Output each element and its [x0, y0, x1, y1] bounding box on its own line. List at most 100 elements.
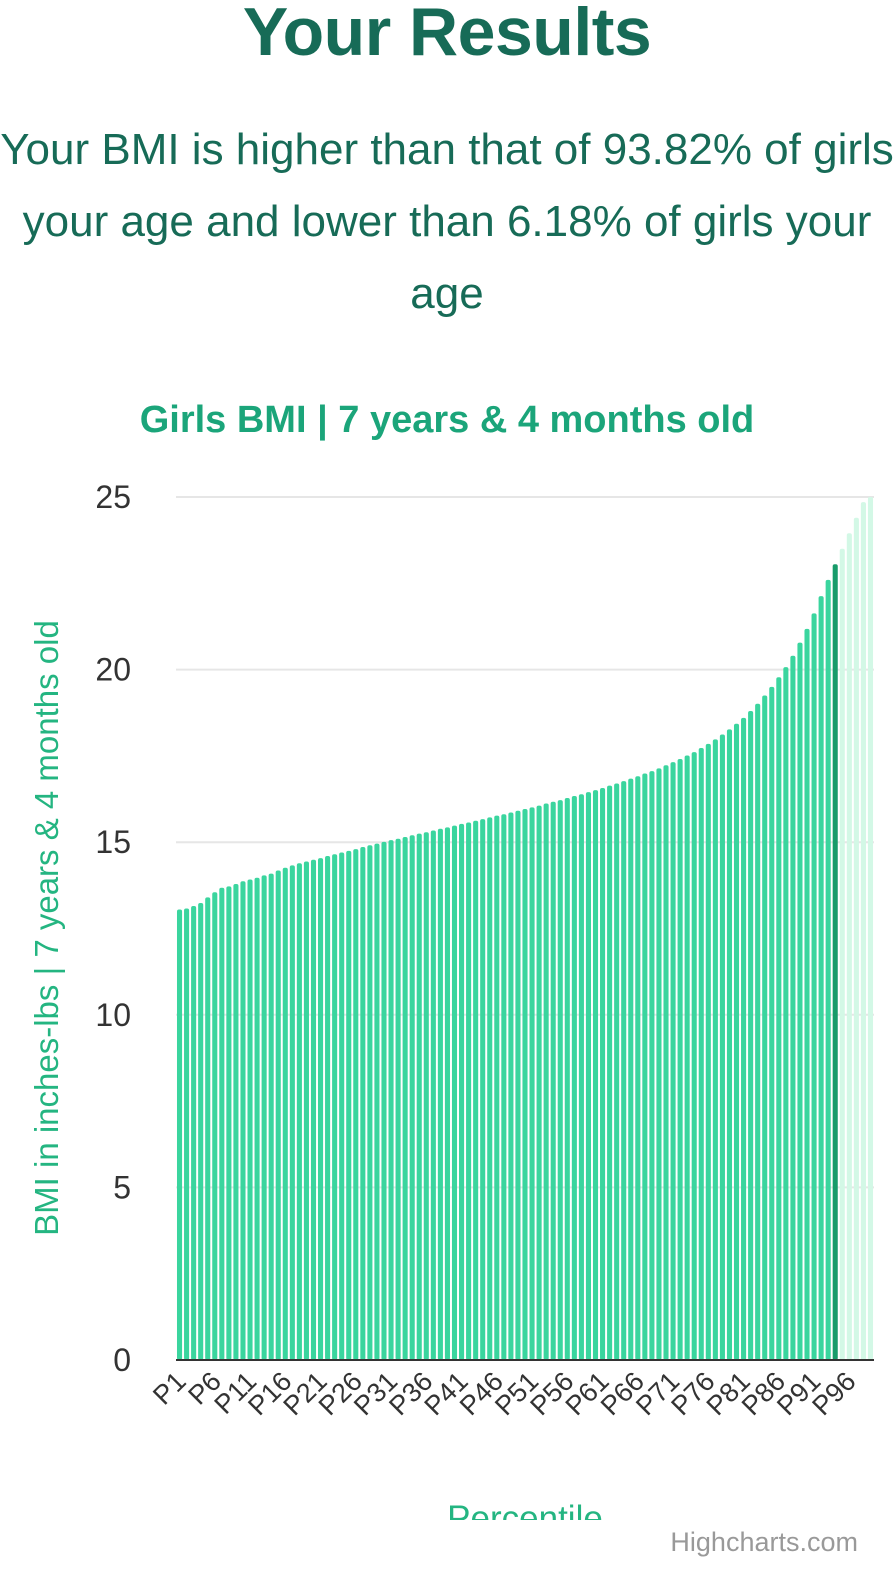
bar-p26[interactable]: [353, 849, 359, 1360]
bar-p41[interactable]: [459, 823, 465, 1360]
bar-p11[interactable]: [247, 879, 253, 1360]
bar-p89[interactable]: [797, 642, 803, 1360]
bar-p73[interactable]: [684, 755, 690, 1360]
bar-p19[interactable]: [303, 861, 309, 1360]
bar-p38[interactable]: [437, 828, 443, 1360]
bar-p71[interactable]: [670, 762, 676, 1360]
bar-p70[interactable]: [663, 765, 669, 1360]
bar-p93[interactable]: [825, 579, 831, 1360]
bar-p31[interactable]: [388, 840, 394, 1360]
bar-p55[interactable]: [557, 800, 563, 1360]
highcharts-credit-link[interactable]: Highcharts.com: [670, 1527, 858, 1557]
bar-p90[interactable]: [804, 628, 810, 1360]
bar-p9[interactable]: [233, 883, 239, 1360]
bar-p52[interactable]: [536, 805, 542, 1360]
bar-p65[interactable]: [628, 778, 634, 1360]
bar-p42[interactable]: [466, 822, 472, 1360]
bar-p91[interactable]: [811, 613, 817, 1360]
bar-p33[interactable]: [402, 837, 408, 1360]
bar-p22[interactable]: [325, 856, 331, 1360]
bar-p20[interactable]: [310, 859, 317, 1360]
bar-p47[interactable]: [501, 814, 507, 1360]
bar-p48[interactable]: [508, 812, 514, 1360]
bar-p5[interactable]: [205, 897, 211, 1360]
bar-p78[interactable]: [719, 734, 725, 1361]
bar-p92[interactable]: [818, 596, 824, 1360]
bar-p64[interactable]: [621, 781, 627, 1360]
bar-p62[interactable]: [607, 785, 613, 1360]
bar-p68[interactable]: [649, 771, 655, 1360]
bar-p25[interactable]: [346, 850, 352, 1360]
bar-p4[interactable]: [198, 902, 204, 1360]
bar-p86[interactable]: [776, 677, 782, 1360]
bar-p36[interactable]: [423, 832, 429, 1360]
bar-p74[interactable]: [691, 752, 697, 1360]
bar-p69[interactable]: [656, 768, 662, 1360]
bar-p51[interactable]: [529, 807, 535, 1360]
bar-p15[interactable]: [275, 870, 281, 1360]
bar-p44[interactable]: [480, 819, 486, 1360]
bar-p6[interactable]: [212, 892, 218, 1360]
bar-p57[interactable]: [571, 795, 577, 1360]
bar-p84[interactable]: [762, 695, 768, 1360]
bar-p88[interactable]: [790, 655, 796, 1360]
bar-p77[interactable]: [712, 739, 718, 1360]
bar-p58[interactable]: [578, 794, 584, 1360]
bar-p46[interactable]: [494, 815, 500, 1360]
bar-p23[interactable]: [332, 854, 338, 1360]
bar-p98[interactable]: [860, 502, 866, 1360]
bar-p32[interactable]: [395, 838, 401, 1360]
bar-p76[interactable]: [705, 743, 711, 1360]
bar-p49[interactable]: [515, 810, 521, 1360]
bar-p72[interactable]: [677, 759, 683, 1360]
bar-p53[interactable]: [543, 803, 549, 1360]
bar-p14[interactable]: [268, 873, 274, 1360]
bar-p30[interactable]: [381, 841, 387, 1360]
bar-p43[interactable]: [473, 820, 479, 1360]
bar-p82[interactable]: [748, 711, 754, 1360]
bar-p56[interactable]: [564, 798, 570, 1360]
bar-p17[interactable]: [289, 865, 295, 1360]
bar-p61[interactable]: [600, 788, 606, 1360]
bar-p21[interactable]: [318, 858, 324, 1360]
bar-p66[interactable]: [635, 776, 641, 1360]
bar-p45[interactable]: [487, 817, 493, 1360]
bar-p39[interactable]: [444, 827, 450, 1360]
bar-p59[interactable]: [585, 792, 591, 1360]
bar-p7[interactable]: [219, 887, 225, 1360]
bar-p27[interactable]: [360, 847, 366, 1360]
bar-p8[interactable]: [226, 886, 232, 1360]
bar-p24[interactable]: [339, 852, 345, 1360]
bar-p10[interactable]: [240, 881, 246, 1360]
bar-p94[interactable]: [832, 564, 838, 1360]
bar-p50[interactable]: [522, 809, 528, 1360]
bar-p83[interactable]: [755, 703, 761, 1360]
bar-p28[interactable]: [367, 845, 373, 1360]
bar-p81[interactable]: [741, 717, 747, 1360]
bar-p40[interactable]: [451, 825, 458, 1360]
bar-p37[interactable]: [430, 830, 436, 1360]
bar-p54[interactable]: [550, 801, 556, 1360]
bar-p29[interactable]: [374, 843, 380, 1360]
bar-p18[interactable]: [296, 863, 302, 1360]
bar-p79[interactable]: [726, 729, 733, 1360]
bar-p63[interactable]: [614, 783, 620, 1360]
bar-p95[interactable]: [839, 548, 845, 1360]
bar-p13[interactable]: [261, 875, 267, 1360]
bar-p99[interactable]: [867, 497, 874, 1360]
bar-p75[interactable]: [698, 747, 704, 1360]
bar-p87[interactable]: [783, 667, 789, 1360]
bar-p3[interactable]: [191, 906, 197, 1360]
bar-p16[interactable]: [282, 867, 288, 1360]
bar-p85[interactable]: [769, 686, 775, 1360]
bar-p60[interactable]: [592, 790, 599, 1360]
bar-p2[interactable]: [184, 908, 190, 1360]
bar-p67[interactable]: [642, 773, 648, 1360]
bar-p35[interactable]: [416, 833, 422, 1360]
bar-p96[interactable]: [846, 533, 852, 1360]
bar-p80[interactable]: [733, 723, 740, 1360]
bar-p97[interactable]: [853, 517, 859, 1360]
bar-p1[interactable]: [176, 909, 183, 1360]
bar-p12[interactable]: [254, 877, 260, 1360]
bar-p34[interactable]: [409, 835, 415, 1360]
